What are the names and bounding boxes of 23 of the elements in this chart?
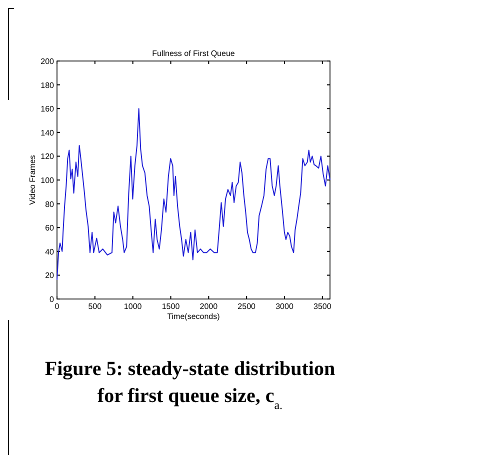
chart-title: Fullness of First Queue: [152, 49, 236, 58]
y-tick-label: 160: [40, 104, 55, 114]
y-tick-label: 120: [40, 152, 55, 162]
y-tick-label: 180: [40, 80, 55, 90]
x-tick-label: 3500: [314, 302, 332, 311]
x-tick-label: 2500: [238, 302, 256, 311]
x-tick-label: 3000: [276, 302, 294, 311]
x-tick-label: 1500: [162, 302, 180, 311]
y-tick-label: 20: [45, 271, 55, 280]
caption: Figure 5: steady-state distribution for first queue size, c$_{a.}$: [44, 358, 336, 412]
y-tick-label: 80: [45, 200, 55, 209]
x-tick-label: 500: [88, 302, 102, 311]
x-axis-title: Time(seconds): [167, 312, 220, 321]
x-tick-label: 1000: [124, 302, 142, 311]
y-tick-label: 200: [40, 57, 55, 66]
y-tick-label: 140: [40, 128, 55, 138]
y-tick-label: 100: [40, 176, 55, 185]
y-axis-title: Video Frames: [28, 155, 37, 205]
y-tick-label: 40: [45, 247, 55, 256]
y-tick-label: 0: [50, 295, 55, 304]
line-series: [56, 108, 330, 280]
y-tick-label: 60: [45, 224, 55, 233]
x-tick-label: 2000: [200, 302, 218, 311]
